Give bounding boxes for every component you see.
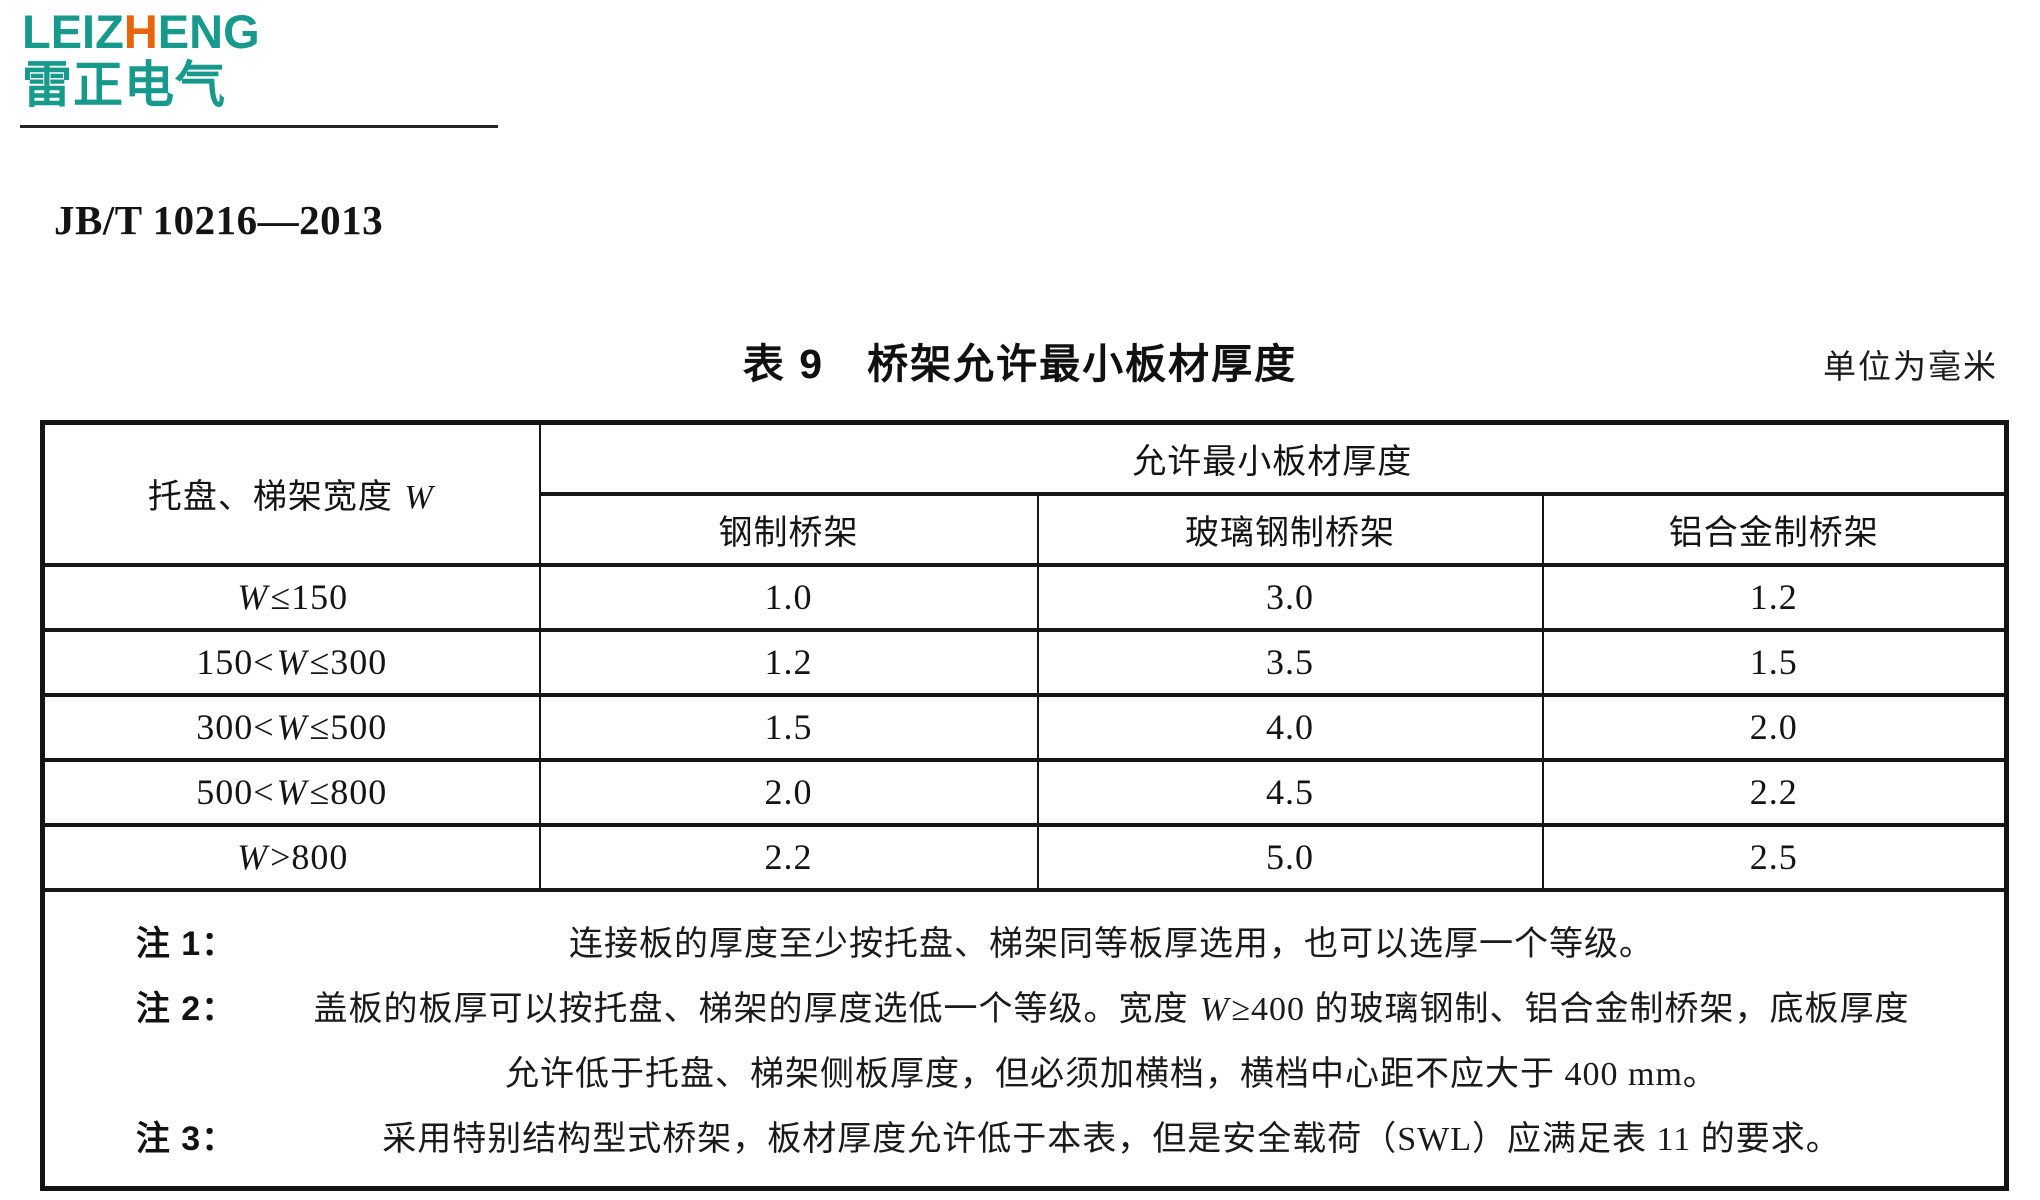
col-header-steel: 钢制桥架 xyxy=(538,491,1039,567)
width-range-cell: 300<W≤500 xyxy=(41,692,541,762)
frp-value-cell: 5.0 xyxy=(1036,822,1544,892)
company-logo: LEIZHENG 雷正电气 xyxy=(22,8,260,112)
table-note-2-continuation: 允许低于托盘、梯架侧板厚度，但必须加横档，横档中心距不应大于 400 mm。 xyxy=(117,1042,1968,1107)
logo-wordmark: LEIZHENG xyxy=(22,8,260,55)
note-label: 注 3： xyxy=(135,1119,237,1158)
note-text: 盖板的板厚可以按托盘、梯架的厚度选低一个等级。宽度 W≥400 的玻璃钢制、铝合… xyxy=(313,990,1910,1028)
table-note-3: 注 3： 采用特别结构型式桥架，板材厚度允许低于本表，但是安全载荷（SWL）应满… xyxy=(117,1107,1968,1172)
table-notes-cell: 注 1： 连接板的厚度至少按托盘、梯架同等板厚选用，也可以选厚一个等级。 注 2… xyxy=(41,887,2008,1190)
frp-value-cell: 4.5 xyxy=(1036,757,1544,827)
group-header-thickness: 允许最小板材厚度 xyxy=(538,420,2008,496)
steel-value-cell: 2.2 xyxy=(538,822,1039,892)
col-header-aluminum: 铝合金制桥架 xyxy=(1541,491,2008,567)
width-range-cell: 500<W≤800 xyxy=(41,757,541,827)
table-note-1: 注 1： 连接板的厚度至少按托盘、梯架同等板厚选用，也可以选厚一个等级。 xyxy=(117,912,1968,977)
logo-cjk-name: 雷正电气 xyxy=(22,57,226,113)
table-caption: 表 9 桥架允许最小板材厚度 xyxy=(742,341,1298,387)
frp-value-cell: 4.0 xyxy=(1036,692,1544,762)
steel-value-cell: 2.0 xyxy=(538,757,1039,827)
steel-value-cell: 1.0 xyxy=(538,562,1039,632)
aluminum-value-cell: 1.5 xyxy=(1541,627,2008,697)
table-row: W>800 2.2 5.0 2.5 xyxy=(41,822,2008,892)
table-caption-row: 表 9 桥架允许最小板材厚度 xyxy=(0,330,2040,390)
note-label: 注 1： xyxy=(135,924,237,963)
logo-underline-rule xyxy=(20,125,498,128)
aluminum-value-cell: 2.5 xyxy=(1541,822,2008,892)
col-header-frp: 玻璃钢制桥架 xyxy=(1036,491,1544,567)
note-text: 允许低于托盘、梯架侧板厚度，但必须加横档，横档中心距不应大于 400 mm。 xyxy=(505,1055,1718,1093)
note-text: 连接板的厚度至少按托盘、梯架同等板厚选用，也可以选厚一个等级。 xyxy=(569,925,1654,963)
aluminum-value-cell: 2.0 xyxy=(1541,692,2008,762)
steel-value-cell: 1.5 xyxy=(538,692,1039,762)
width-range-cell: W>800 xyxy=(41,822,541,892)
width-range-cell: 150<W≤300 xyxy=(41,627,541,697)
logo-wordmark-post: ENG xyxy=(157,5,260,58)
table-note-2: 注 2： 盖板的板厚可以按托盘、梯架的厚度选低一个等级。宽度 W≥400 的玻璃… xyxy=(117,977,1968,1042)
table-row: 300<W≤500 1.5 4.0 2.0 xyxy=(41,692,2008,762)
row-header-width: 托盘、梯架宽度 W xyxy=(41,420,541,567)
note-text: 采用特别结构型式桥架，板材厚度允许低于本表，但是安全载荷（SWL）应满足表 11… xyxy=(382,1120,1841,1158)
logo-wordmark-pre: LEIZ xyxy=(22,5,124,58)
unit-label: 单位为毫米 xyxy=(1823,350,1998,386)
table-row: 500<W≤800 2.0 4.5 2.2 xyxy=(41,757,2008,827)
steel-value-cell: 1.2 xyxy=(538,627,1039,697)
table-row: W≤150 1.0 3.0 1.2 xyxy=(41,562,2008,632)
logo-wordmark-accent-letter: H xyxy=(123,5,158,58)
width-range-cell: W≤150 xyxy=(41,562,541,632)
aluminum-value-cell: 1.2 xyxy=(1541,562,2008,632)
note-label: 注 2： xyxy=(135,989,237,1028)
aluminum-value-cell: 2.2 xyxy=(1541,757,2008,827)
frp-value-cell: 3.0 xyxy=(1036,562,1544,632)
standard-code: JB/T 10216—2013 xyxy=(54,197,384,243)
min-plate-thickness-table: 托盘、梯架宽度 W 允许最小板材厚度 钢制桥架 玻璃钢制桥架 铝合金制桥架 W≤… xyxy=(40,420,2009,1191)
table-row: 150<W≤300 1.2 3.5 1.5 xyxy=(41,627,2008,697)
frp-value-cell: 3.5 xyxy=(1036,627,1544,697)
